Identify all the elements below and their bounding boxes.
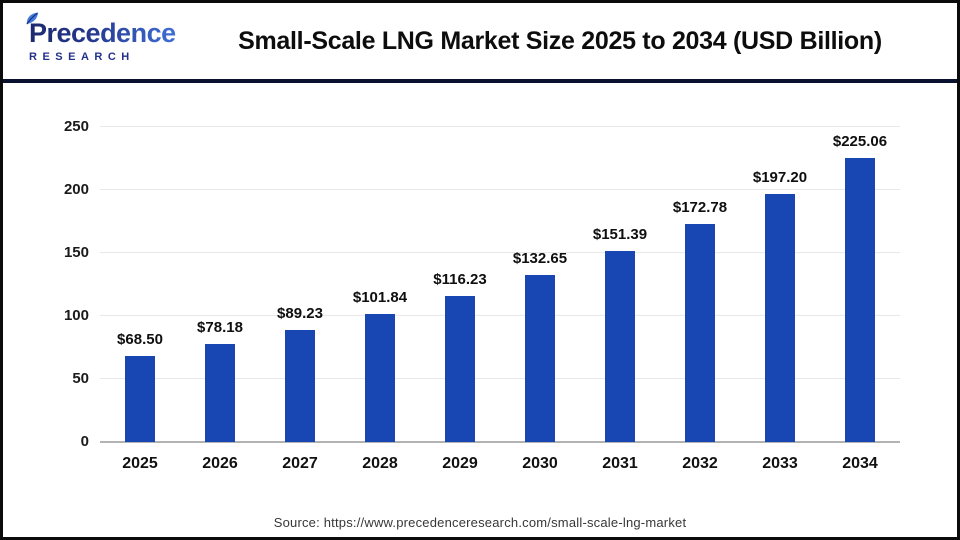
gridline: [100, 315, 900, 316]
chart: 0 50 100 150 200 250 $68.50 $78.18 $89.23 $101.8…: [3, 83, 957, 507]
bar-value-label: $116.23: [433, 270, 487, 288]
plot-area: $68.50 $78.18 $89.23 $101.84 $116.23 $132.65 $…: [100, 126, 900, 443]
gridline: [100, 126, 900, 127]
bar-2031: [605, 251, 635, 442]
x-axis-label: 2027: [282, 455, 318, 472]
bar-value-label: $78.18: [197, 318, 243, 336]
x-axis: 2025 2026 2027 2028 2029 2030 2031 2032 2033 2034: [100, 455, 900, 473]
source-text: Source: https://www.precedenceresearch.c…: [273, 514, 687, 530]
bar-slot: $225.06: [820, 127, 900, 442]
bar-2033: [765, 193, 795, 442]
bar-slot: $101.84: [340, 127, 420, 442]
footer: Source: https://www.precedenceresearch.c…: [3, 507, 957, 537]
bar-value-label: $68.50: [117, 330, 163, 348]
header: Precedence RESEARCH Small-Scale LNG Mark…: [3, 3, 957, 79]
x-axis-label: 2031: [602, 455, 638, 472]
y-axis-tick-label: 200: [63, 181, 89, 198]
bar-2032: [685, 224, 715, 442]
brand-subtitle: RESEARCH: [29, 50, 135, 63]
bar-2034: [845, 158, 875, 442]
brand-logo: Precedence RESEARCH: [3, 11, 193, 63]
x-axis-label: 2029: [442, 455, 478, 472]
bar-2026: [205, 343, 235, 442]
bar-value-label: $197.20: [752, 168, 808, 186]
bar-slot: $151.39: [580, 127, 660, 442]
brand-row: Precedence: [26, 11, 193, 48]
bar-value-label: $101.84: [352, 288, 408, 306]
x-axis-label: 2026: [202, 455, 238, 472]
x-axis-label: 2034: [842, 455, 878, 472]
gridline: [100, 378, 900, 379]
gridline: [100, 189, 900, 190]
x-axis-label: 2032: [682, 455, 718, 472]
bar-2028: [365, 313, 395, 442]
bar-slot: $89.23: [260, 127, 340, 442]
x-axis-label: 2033: [762, 455, 798, 472]
y-axis-tick-label: 0: [80, 433, 89, 450]
bar-2027: [285, 329, 315, 442]
bar-value-label: $132.65: [512, 249, 568, 267]
bar-value-label: $89.23: [277, 304, 323, 322]
brand-name: Precedence: [29, 17, 176, 48]
y-axis-tick-label: 150: [63, 244, 89, 261]
y-axis-tick-label: 50: [72, 370, 89, 387]
bar-value-label: $172.78: [672, 199, 728, 217]
bar-slot: $78.18: [180, 127, 260, 442]
bar-slot: $132.65: [500, 127, 580, 442]
bar-value-label: $225.06: [832, 133, 888, 151]
leaf-icon: [26, 11, 39, 24]
gridline: [100, 252, 900, 253]
page-title: Small-Scale LNG Market Size 2025 to 2034…: [238, 26, 882, 55]
bar-slot: $116.23: [420, 127, 500, 442]
x-axis-label: 2025: [122, 455, 158, 472]
header-divider: [3, 79, 957, 83]
bar-value-label: $151.39: [592, 226, 648, 244]
y-axis-tick-label: 100: [63, 307, 89, 324]
bar-2030: [525, 274, 555, 442]
x-axis-label: 2030: [522, 455, 558, 472]
bar-2025: [125, 355, 155, 442]
bar-slot: $68.50: [100, 127, 180, 442]
x-axis-label: 2028: [362, 455, 398, 472]
bar-2029: [445, 295, 475, 442]
y-axis: 0 50 100 150 200 250: [3, 83, 89, 507]
bar-slot: $172.78: [660, 127, 740, 442]
bar-slot: $197.20: [740, 127, 820, 442]
y-axis-tick-label: 250: [63, 118, 89, 135]
